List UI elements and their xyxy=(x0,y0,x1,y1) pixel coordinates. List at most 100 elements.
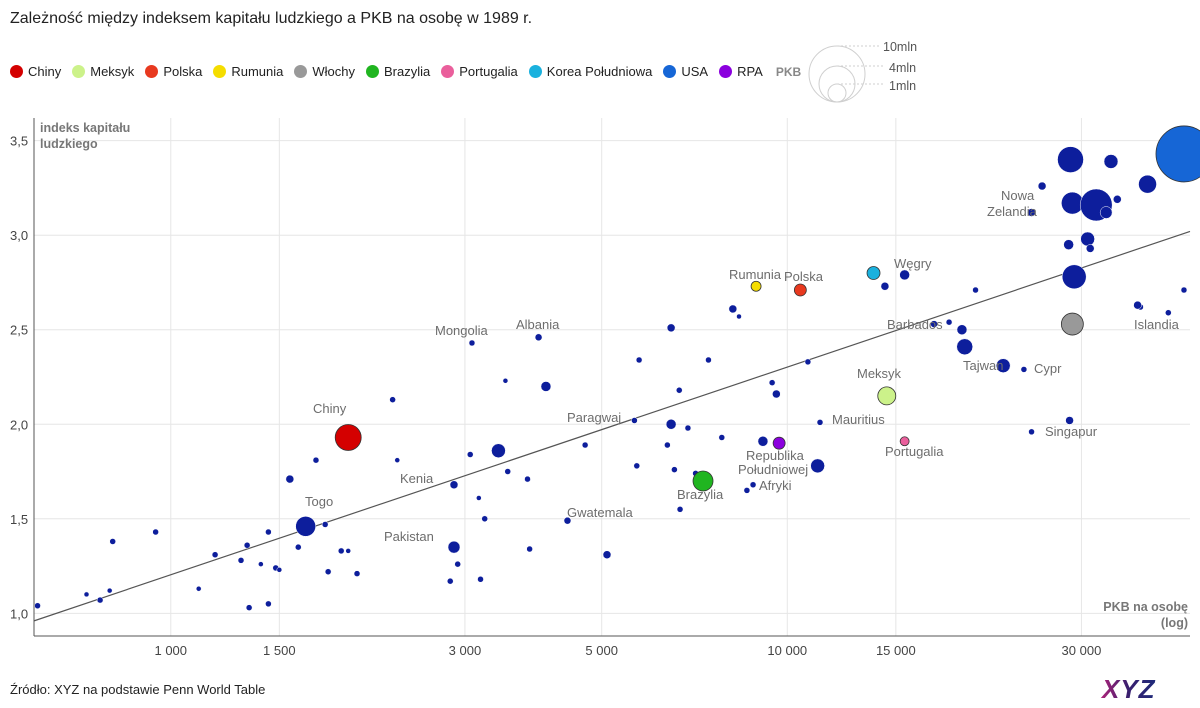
legend-label: Włochy xyxy=(312,64,355,79)
country-point xyxy=(481,515,488,523)
country-point xyxy=(1065,416,1074,425)
y-tick-label: 2,5 xyxy=(10,323,28,338)
annotation-mongolia: Mongolia xyxy=(435,323,489,338)
country-point xyxy=(295,543,302,551)
legend-swatch xyxy=(366,65,379,78)
point-polska xyxy=(793,283,807,297)
size-legend-label-medium: 4mln xyxy=(889,61,916,75)
legend-item-korea-południowa: Korea Południowa xyxy=(528,64,653,79)
legend-item-meksyk: Meksyk xyxy=(72,64,134,79)
legend-label: Brazylia xyxy=(384,64,431,79)
country-point xyxy=(211,551,219,558)
annotation-afryki: Afryki xyxy=(759,478,792,493)
annotation-portugalia: Portugalia xyxy=(885,444,944,459)
y-axis-title-line-2: ludzkiego xyxy=(40,137,98,151)
country-point xyxy=(1165,309,1172,316)
annotation-barbados: Barbados xyxy=(887,317,943,332)
country-point xyxy=(563,516,572,525)
country-point xyxy=(534,333,543,342)
legend-swatch xyxy=(528,65,542,78)
legend-label: Portugalia xyxy=(459,64,518,79)
country-point xyxy=(477,576,484,583)
country-point xyxy=(237,557,245,564)
point-brazylia xyxy=(692,470,714,492)
legend-item-usa: USA xyxy=(663,64,708,79)
size-legend-label-large: 10mln xyxy=(883,40,917,54)
country-point xyxy=(631,417,638,424)
x-axis-title-line-2: (log) xyxy=(1161,616,1188,630)
point-włochy xyxy=(1060,312,1084,336)
country-point xyxy=(447,540,461,554)
country-point xyxy=(265,528,272,536)
legend-label: RPA xyxy=(737,64,763,79)
legend-swatch xyxy=(10,65,23,78)
legend-swatch xyxy=(72,65,86,78)
country-point xyxy=(602,550,612,559)
x-tick-label: 30 000 xyxy=(1062,643,1102,658)
country-point xyxy=(446,577,454,585)
annotation-mauritius: Mauritius xyxy=(832,412,885,427)
annotation-pakistan: Pakistan xyxy=(384,529,434,544)
country-point xyxy=(540,381,552,392)
country-point xyxy=(526,545,533,553)
annotation-islandia: Islandia xyxy=(1134,317,1180,332)
legend-label: Polska xyxy=(163,64,203,79)
legend-item-rpa: RPA xyxy=(719,64,763,79)
country-point xyxy=(1180,286,1188,294)
country-point xyxy=(243,542,251,549)
country-point xyxy=(312,456,320,464)
country-point xyxy=(1063,239,1074,250)
annotation-węgry: Węgry xyxy=(894,256,932,271)
country-point xyxy=(394,457,401,463)
country-point xyxy=(1080,231,1095,247)
country-point xyxy=(736,313,742,320)
annotation-republika: Republika xyxy=(746,448,805,463)
annotation-singapur: Singapur xyxy=(1045,424,1098,439)
country-point xyxy=(353,570,361,577)
country-point xyxy=(1133,300,1142,310)
xyz-logo: XYZ xyxy=(1100,674,1190,707)
annotation-zelandia: Zelandia xyxy=(987,204,1038,219)
country-point xyxy=(705,356,712,364)
country-point xyxy=(743,487,751,494)
legend-label: Korea Południowa xyxy=(546,64,653,79)
y-axis-title-line-1: indeks kapitału xyxy=(40,121,130,135)
legend-label: Chiny xyxy=(28,64,62,79)
x-tick-label: 10 000 xyxy=(767,643,807,658)
point-portugalia xyxy=(899,436,910,447)
country-point xyxy=(324,568,332,575)
country-point xyxy=(671,466,678,473)
country-point xyxy=(676,386,683,394)
country-point xyxy=(195,585,202,592)
annotation-cypr: Cypr xyxy=(1034,361,1062,376)
point-usa xyxy=(1155,125,1200,183)
country-point xyxy=(276,567,283,573)
legend-swatch xyxy=(719,65,733,78)
country-point xyxy=(337,547,345,555)
country-point xyxy=(810,458,825,474)
country-point xyxy=(285,474,295,484)
legend-item-brazylia: Brazylia xyxy=(366,64,430,79)
annotation-paragwaj: Paragwaj xyxy=(567,410,621,425)
country-point xyxy=(504,468,511,475)
x-tick-label: 1 500 xyxy=(263,643,296,658)
country-point xyxy=(1027,208,1036,217)
country-point xyxy=(581,441,589,449)
annotation-kenia: Kenia xyxy=(400,471,434,486)
size-legend-graphic: 10mln 4mln 1mln xyxy=(808,40,917,103)
country-point xyxy=(96,596,104,604)
size-legend-label-small: 1mln xyxy=(889,79,916,93)
legend-swatch xyxy=(145,65,159,78)
annotation-rumunia: Rumunia xyxy=(729,267,782,282)
country-point xyxy=(83,591,90,598)
country-point xyxy=(972,286,979,294)
chart-title: Zależność między indeksem kapitału ludzk… xyxy=(10,10,533,27)
legend-label: Meksyk xyxy=(90,64,135,79)
annotation-albania: Albania xyxy=(516,317,560,332)
xyz-logo-graphic: XYZ xyxy=(1100,674,1155,704)
country-point xyxy=(684,424,692,432)
legend-swatch xyxy=(441,65,455,78)
annotation-meksyk: Meksyk xyxy=(857,366,902,381)
country-point xyxy=(1061,264,1087,290)
annotation-południowej: Południowej xyxy=(738,462,808,477)
